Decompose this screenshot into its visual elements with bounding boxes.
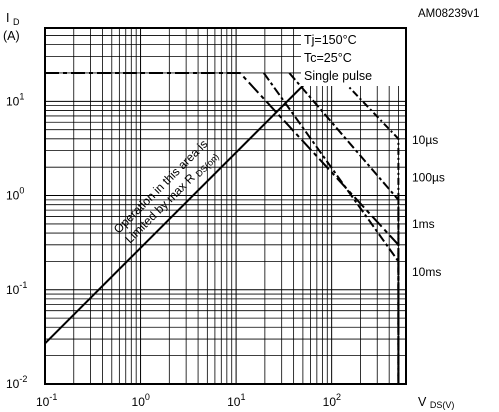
curve-label: 10ms: [412, 265, 441, 279]
rds-on-limit-line: [44, 72, 317, 345]
curve-label: 10µs: [412, 133, 438, 147]
condition-tj: Tj=150°C: [304, 33, 357, 47]
y-tick-label: 10-1: [6, 280, 27, 297]
y-axis-unit: (A): [3, 29, 20, 43]
x-axis-label-sub: DS(V): [430, 400, 455, 410]
curve-label: 100µs: [412, 171, 445, 185]
x-tick-label: 101: [227, 392, 245, 409]
rds-on-annotation: Operation in this area is Limited by max…: [111, 137, 221, 247]
svg-text:Limited by max R DS(on): Limited by max R DS(on): [122, 148, 221, 247]
y-tick-label: 101: [6, 91, 24, 108]
series-line-1ms: [262, 72, 400, 384]
series-line-10µs: [315, 72, 400, 384]
x-tick-label: 10-1: [36, 392, 57, 409]
x-tick-label: 102: [323, 392, 341, 409]
conditions-box: Tj=150°C Tc=25°C Single pulse: [301, 29, 405, 86]
y-tick-label: 100: [6, 186, 24, 203]
curve-label: 1ms: [412, 217, 435, 231]
condition-tc: Tc=25°C: [304, 51, 352, 65]
svg-text:I D: I D: [6, 11, 20, 27]
y-axis-label-main: I: [6, 11, 9, 25]
y-tick-labels: 10-2 10-1 100 101: [6, 91, 27, 391]
plot-frame: [44, 27, 407, 385]
y-axis-label-sub: D: [13, 17, 20, 27]
x-axis-label: V DS(V): [418, 395, 454, 410]
x-axis-label-main: V: [418, 395, 427, 409]
series-line-100µs: [288, 72, 400, 384]
curves: [44, 72, 400, 384]
x-tick-labels: 10-1 100 101 102: [36, 392, 341, 409]
grid: [45, 28, 406, 384]
y-axis-label: I D (A): [3, 11, 20, 43]
series-line-10ms: [45, 72, 400, 384]
condition-pulse: Single pulse: [304, 69, 372, 83]
y-tick-label: 10-2: [6, 374, 27, 391]
figure-id: AM08239v1: [418, 8, 479, 20]
svg-text:V DS(V): V DS(V): [418, 395, 454, 410]
x-tick-label: 100: [132, 392, 150, 409]
curve-labels: 10µs 100µs 1ms 10ms: [412, 133, 445, 279]
